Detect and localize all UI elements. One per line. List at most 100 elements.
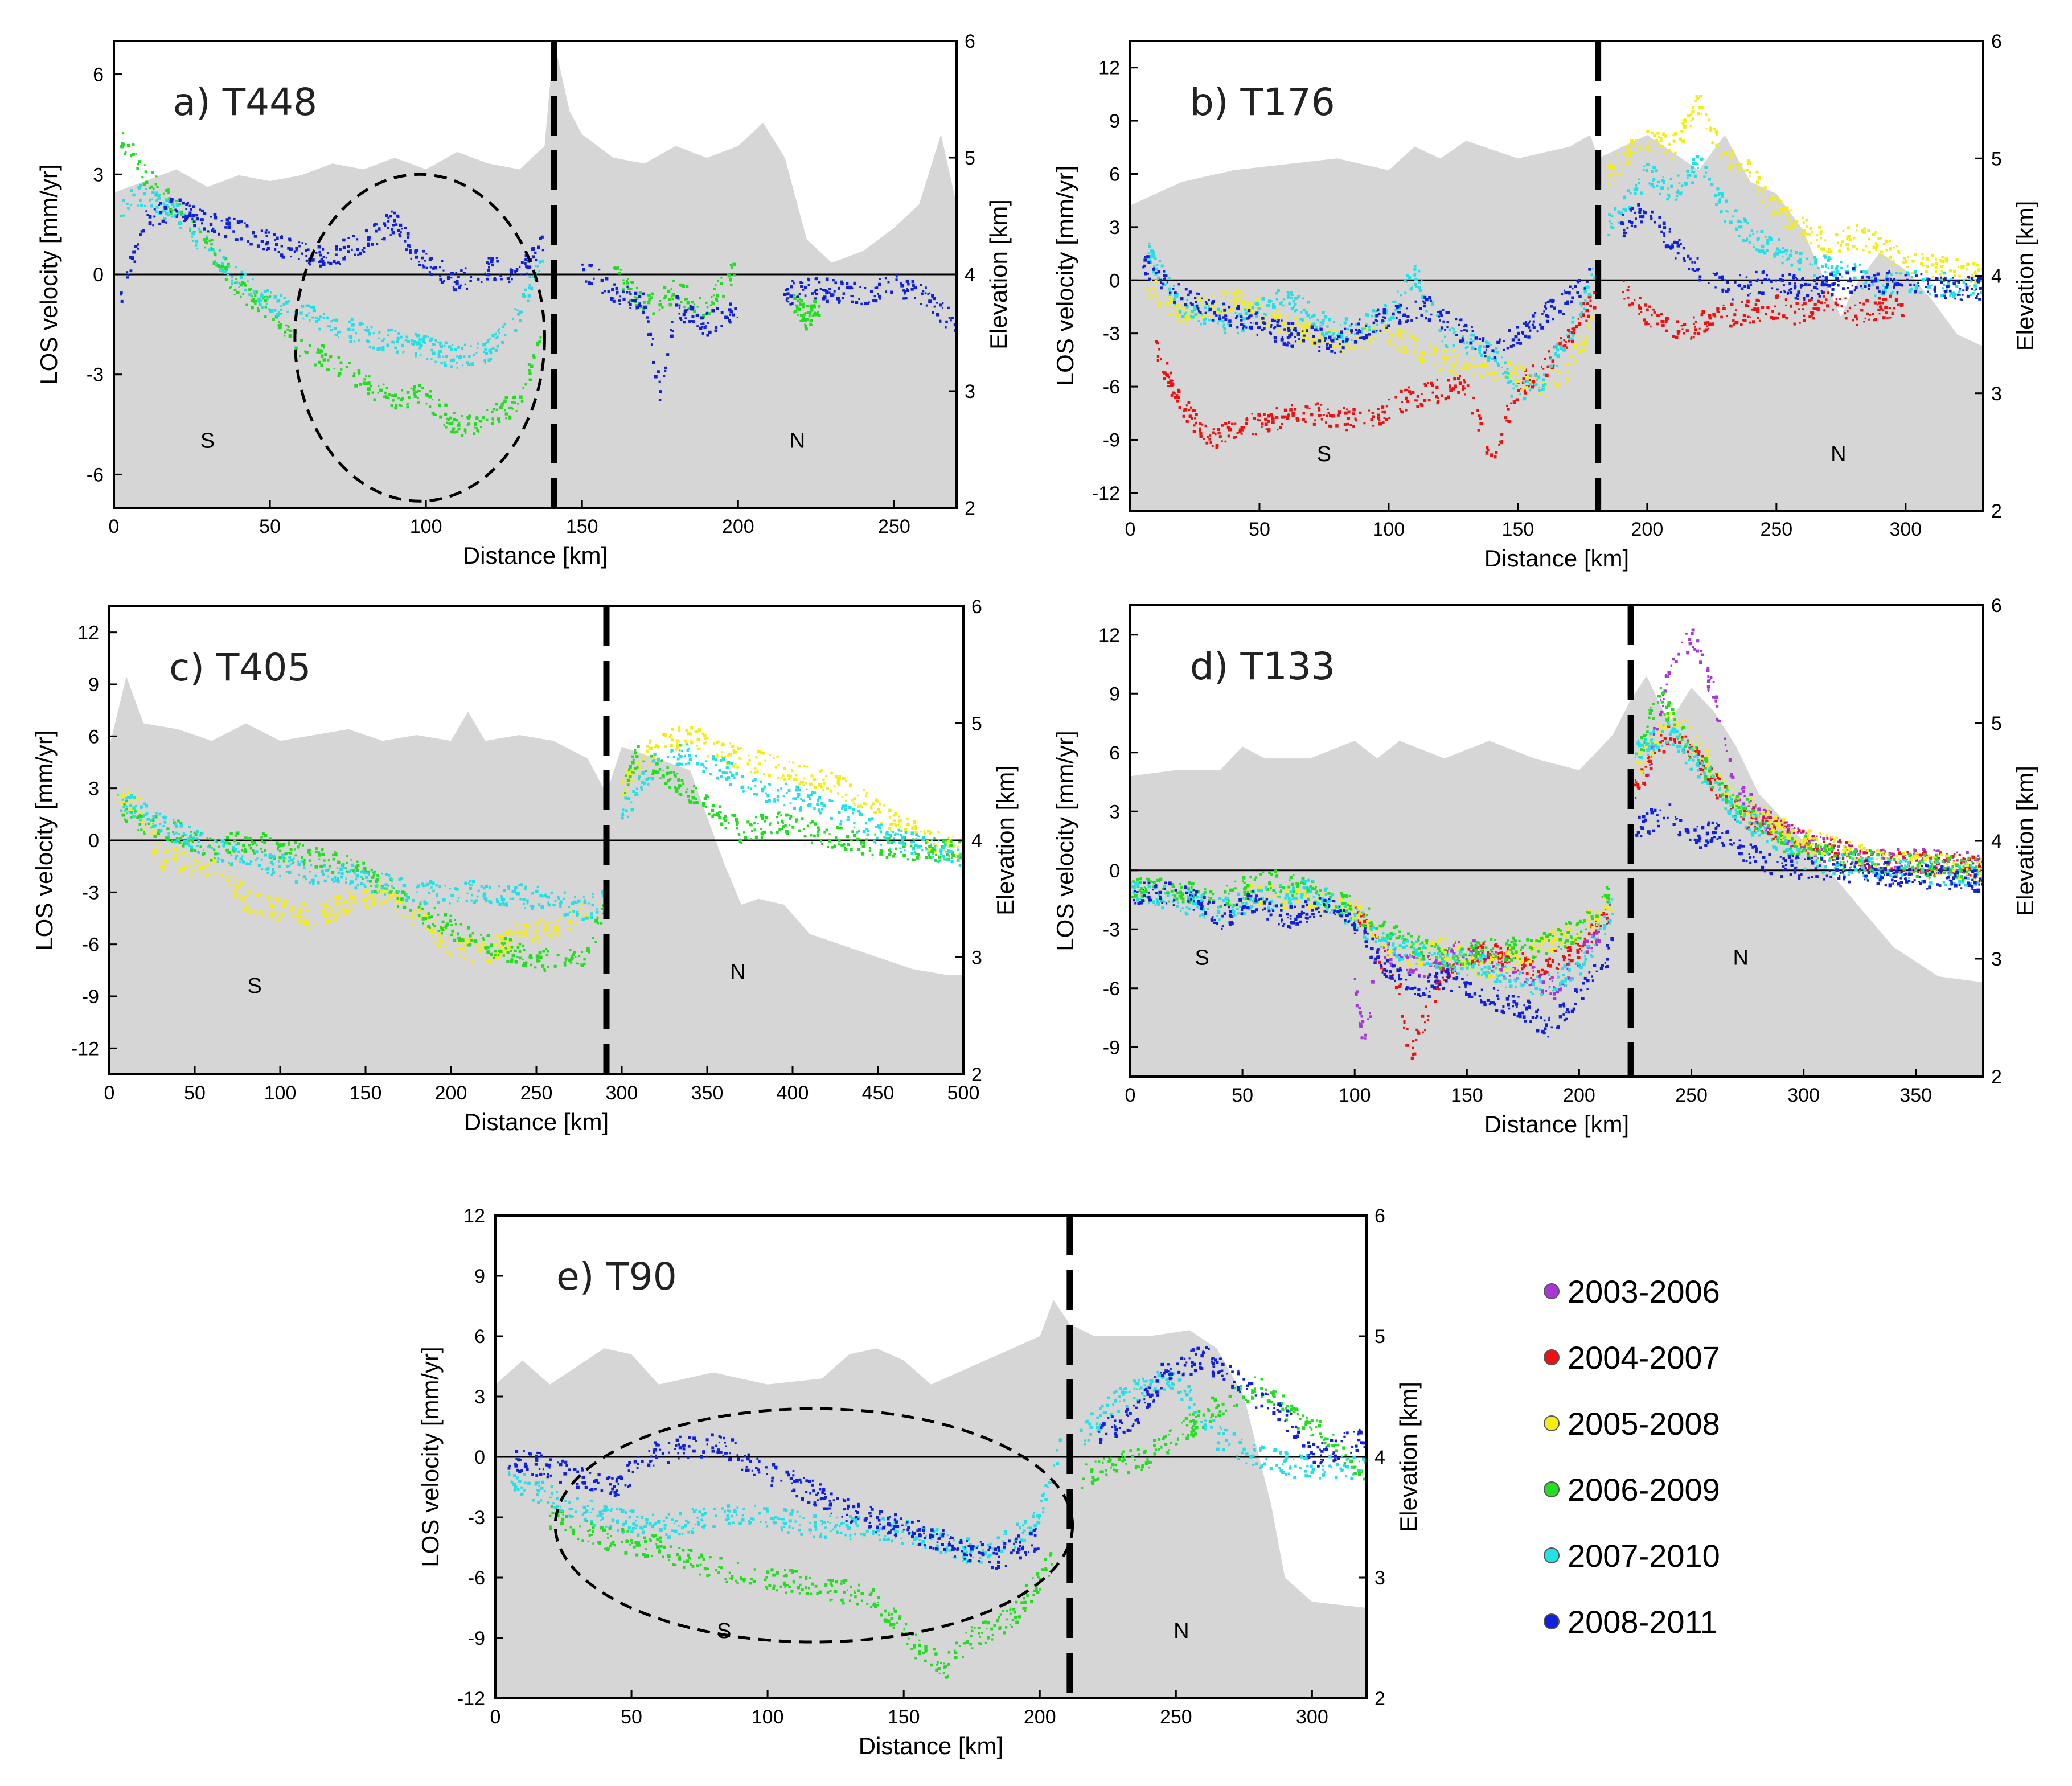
- data-point: [790, 285, 793, 289]
- data-point: [1396, 306, 1399, 310]
- data-point: [941, 306, 943, 309]
- data-point: [464, 432, 467, 434]
- data-point: [1517, 389, 1520, 392]
- data-point: [257, 309, 260, 313]
- data-point: [1327, 329, 1331, 332]
- data-point: [487, 340, 490, 343]
- data-point: [670, 329, 672, 331]
- data-point: [1497, 366, 1500, 368]
- data-point: [802, 316, 805, 319]
- data-point: [496, 260, 499, 263]
- data-point: [450, 422, 454, 425]
- data-point: [283, 335, 286, 337]
- data-point: [1286, 330, 1289, 334]
- data-point: [1520, 388, 1522, 390]
- data-point: [1840, 305, 1843, 307]
- data-point: [213, 253, 217, 257]
- data-point: [347, 245, 350, 248]
- data-point: [911, 280, 915, 284]
- data-point: [315, 252, 318, 254]
- data-point: [1840, 266, 1843, 269]
- data-point: [696, 744, 699, 747]
- data-point: [1453, 328, 1455, 331]
- data-point: [619, 269, 622, 271]
- plot-area: [1130, 95, 1983, 511]
- data-point: [1222, 293, 1226, 296]
- data-point: [1264, 422, 1268, 426]
- data-point: [430, 348, 433, 352]
- data-point: [1320, 339, 1324, 343]
- data-point: [535, 258, 538, 262]
- data-point: [1208, 307, 1212, 311]
- data-point: [309, 264, 311, 266]
- data-point: [1896, 291, 1899, 294]
- data-point: [1608, 213, 1611, 216]
- data-point: [822, 789, 824, 791]
- data-point: [679, 317, 682, 320]
- data-point: [768, 774, 771, 778]
- data-point: [517, 403, 519, 405]
- data-point: [1351, 323, 1353, 325]
- data-point: [1720, 210, 1723, 214]
- data-point: [515, 410, 518, 412]
- data-point: [1343, 407, 1345, 409]
- data-point: [1935, 277, 1939, 281]
- data-point: [1783, 290, 1786, 292]
- data-point: [1805, 239, 1808, 243]
- data-point: [903, 290, 906, 293]
- data-point: [1276, 327, 1279, 330]
- data-point: [648, 298, 652, 302]
- data-point: [400, 335, 403, 339]
- data-point: [428, 271, 431, 273]
- data-point: [1160, 286, 1163, 290]
- data-point: [1274, 326, 1277, 329]
- data-point: [1847, 226, 1850, 229]
- data-point: [1278, 330, 1281, 334]
- data-point: [1383, 410, 1386, 414]
- data-point: [208, 239, 211, 242]
- data-point: [1398, 311, 1401, 314]
- data-point: [1197, 298, 1201, 301]
- data-point: [1626, 156, 1628, 159]
- data-point: [1224, 422, 1228, 425]
- data-point: [1215, 314, 1218, 317]
- data-point: [1738, 235, 1741, 237]
- data-point: [1221, 297, 1224, 299]
- data-point: [337, 261, 340, 264]
- data-point: [1847, 280, 1850, 283]
- data-point: [1714, 286, 1717, 289]
- data-point: [1463, 366, 1467, 369]
- data-point: [515, 268, 519, 271]
- data-point: [1490, 367, 1492, 369]
- data-point: [439, 266, 441, 269]
- data-point: [227, 882, 229, 885]
- data-point: [1651, 308, 1654, 311]
- data-point: [241, 281, 244, 284]
- data-point: [1893, 286, 1895, 289]
- data-point: [1607, 163, 1611, 167]
- data-point: [1371, 327, 1374, 330]
- data-point: [1898, 252, 1901, 254]
- data-point: [1592, 318, 1595, 321]
- data-point: [1911, 260, 1915, 263]
- data-point: [1205, 302, 1208, 305]
- data-point: [721, 743, 725, 746]
- data-point: [480, 945, 484, 949]
- data-point: [1562, 350, 1564, 352]
- data-point: [1446, 346, 1449, 348]
- data-point: [1424, 384, 1427, 387]
- data-point: [167, 849, 169, 851]
- data-point: [1375, 310, 1377, 313]
- data-point: [433, 941, 436, 944]
- data-point: [1328, 335, 1332, 339]
- data-point: [1766, 249, 1769, 252]
- data-point: [1159, 260, 1162, 262]
- data-point: [1800, 261, 1802, 264]
- data-point: [712, 302, 715, 305]
- data-point: [1902, 260, 1906, 264]
- data-point: [1205, 297, 1208, 299]
- data-point: [1271, 318, 1274, 322]
- data-point: [1288, 302, 1291, 306]
- data-point: [1177, 283, 1180, 286]
- data-point: [834, 281, 838, 285]
